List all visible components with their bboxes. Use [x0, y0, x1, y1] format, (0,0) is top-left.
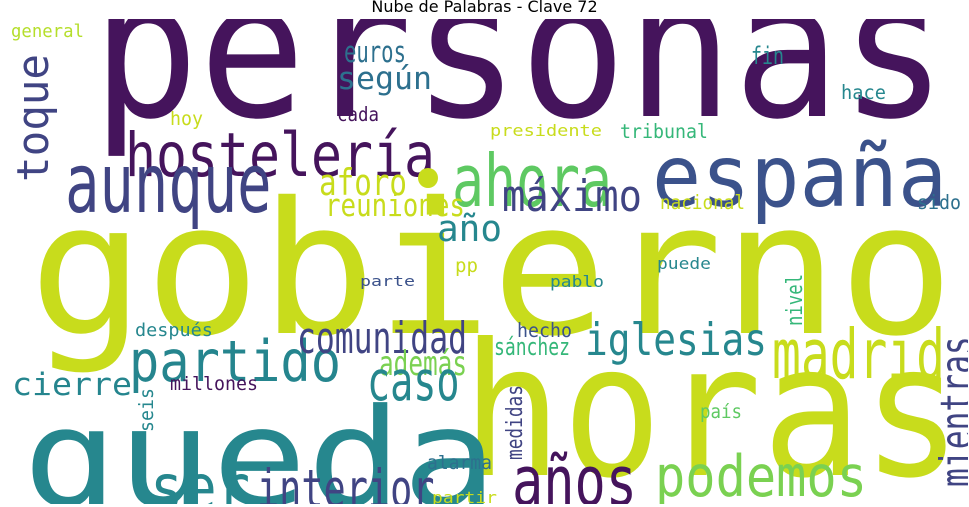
word-pais: país — [700, 401, 743, 423]
word-pablo: pablo — [550, 272, 604, 291]
word-interior: interior — [257, 458, 435, 504]
word-anos: años — [512, 441, 637, 504]
word-aunque: aunque — [65, 136, 272, 232]
word-ademas: además — [379, 344, 467, 385]
word-ser: ser — [150, 451, 250, 504]
word-horas: horas — [462, 305, 963, 504]
word-tribunal: tribunal — [620, 119, 708, 143]
word-presidente: presidente — [490, 121, 602, 140]
word-toque: toque — [8, 53, 60, 182]
word-partido: partido — [129, 327, 341, 395]
word-hace: hace — [841, 80, 886, 104]
word-despues: después — [135, 320, 213, 341]
word-personas: personas — [92, 19, 947, 163]
word-hecho: hecho — [517, 318, 572, 342]
word-reuniones: reuniones — [325, 188, 465, 225]
word-mientras: mientras — [930, 336, 968, 487]
word-parte: parte — [360, 272, 415, 290]
word-nacional: nacional — [660, 190, 745, 214]
word-partir: partir — [432, 488, 497, 504]
word-iglesias: iglesias — [585, 313, 767, 367]
word-ano: año — [437, 207, 502, 251]
word-medidas: medidas — [501, 385, 528, 460]
word-millones: millones — [170, 373, 258, 395]
word-euros: euros — [344, 35, 406, 70]
word-caso: caso — [367, 349, 460, 414]
word-segun: según — [337, 61, 433, 98]
word-sanchez: sánchez — [494, 332, 570, 361]
word-hosteleria: hostelería — [125, 120, 435, 191]
word-espana: españa — [652, 128, 947, 228]
word-queda: queda — [22, 379, 498, 504]
word-madrid: madrid — [772, 314, 945, 395]
word-ahora: ahora — [452, 139, 612, 224]
word-cada: cada — [337, 102, 379, 126]
word-seis: seis — [134, 388, 158, 432]
word-alarma: alarma — [427, 452, 492, 474]
word-comunidad: comunidad — [297, 314, 467, 365]
word-puede: puede — [657, 254, 711, 273]
word-cierre: cierre — [12, 367, 132, 404]
gobierno-i-dot — [418, 168, 438, 188]
word-hoy: hoy — [170, 108, 204, 130]
figure-title: Nube de Palabras - Clave 72 — [371, 0, 598, 16]
word-sido: sido — [917, 190, 961, 214]
word-pp: pp — [455, 256, 479, 278]
word-podemos: podemos — [655, 442, 867, 504]
word-maximo: máximo — [502, 172, 642, 223]
word-general: general — [11, 21, 84, 42]
word-fin: fin — [751, 41, 784, 70]
word-gobierno: gobierno — [29, 164, 955, 378]
word-cloud: personas gobierno horas queda españa hos… — [7, 19, 968, 504]
word-nivel: nivel — [781, 274, 808, 326]
word-aforo: aforo — [319, 161, 407, 205]
